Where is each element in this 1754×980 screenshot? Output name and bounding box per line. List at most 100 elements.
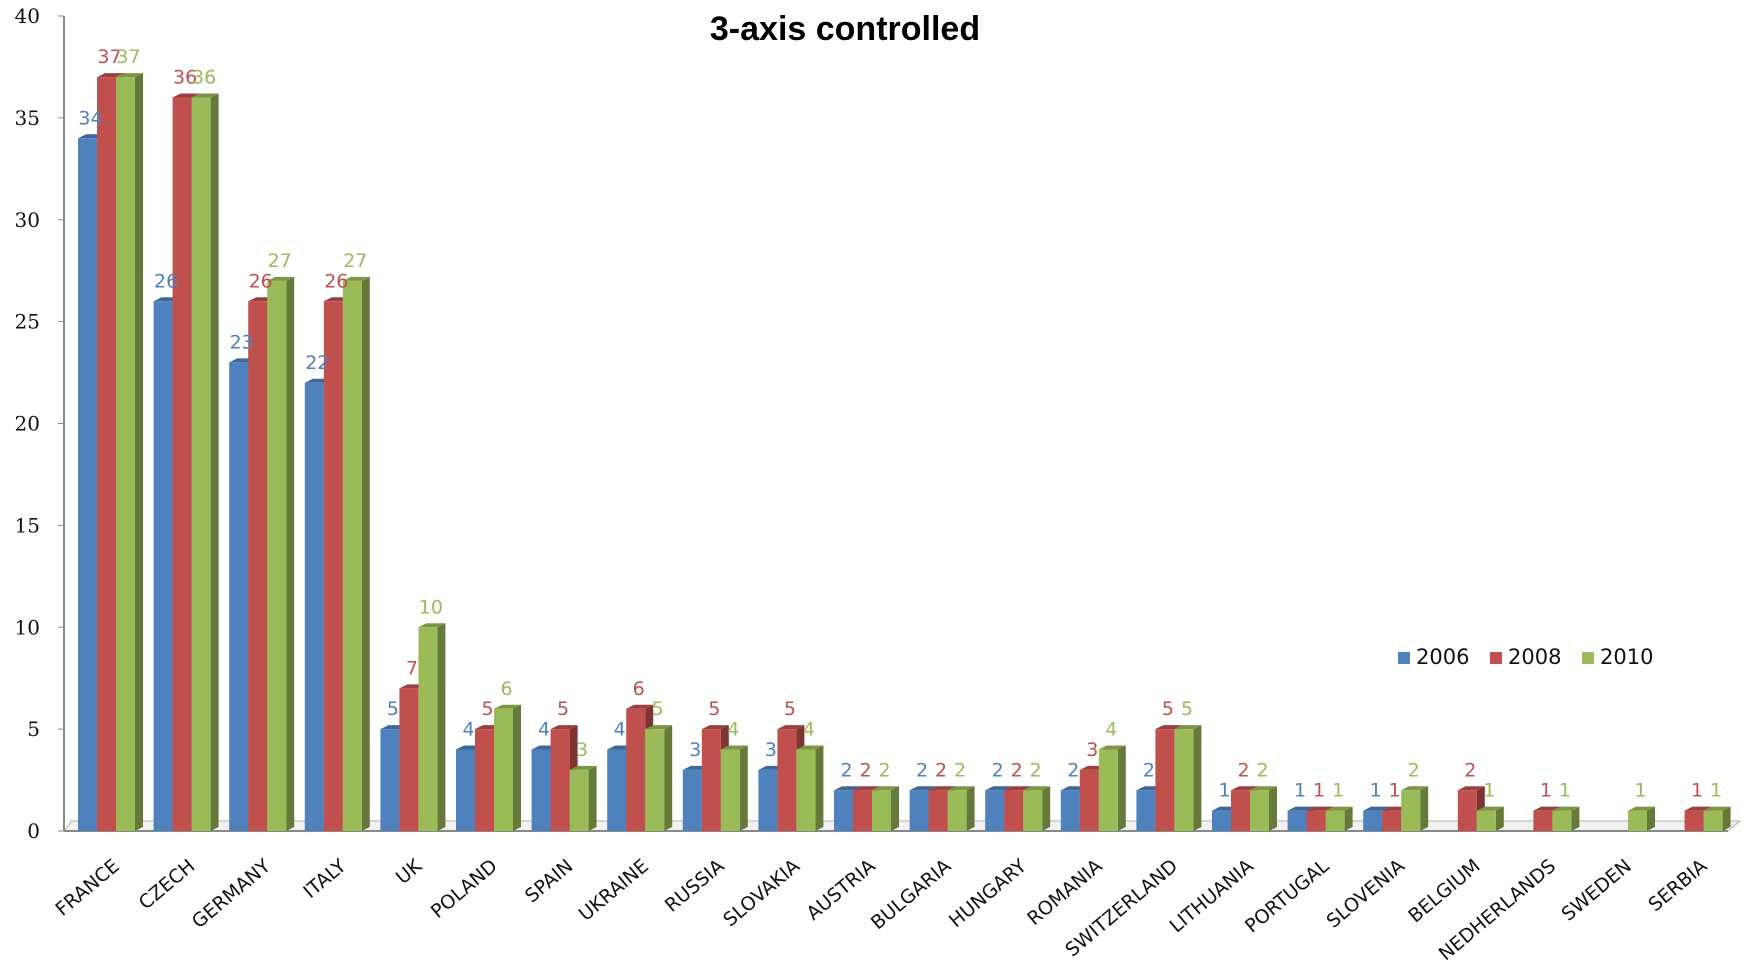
bar-top-2010 — [796, 745, 824, 750]
bar-2010-czech — [191, 97, 211, 831]
data-label-2010: 5 — [1181, 698, 1193, 720]
data-label-2008: 3 — [1086, 739, 1098, 761]
bar-2008-poland — [475, 729, 494, 831]
data-label-2008: 1 — [1540, 780, 1552, 802]
bar-top-2006 — [834, 786, 861, 791]
bar-2006-germany — [229, 362, 249, 831]
bar-top-2010 — [418, 623, 446, 628]
bar-2006-portugal — [1287, 810, 1307, 831]
bar-top-2006 — [1287, 806, 1315, 811]
bar-2008-switzerland — [1155, 729, 1175, 831]
legend-label-2008: 2008 — [1508, 645, 1561, 669]
legend-swatch-2006 — [1398, 652, 1410, 664]
bar-2006-italy — [304, 382, 324, 831]
bar-2008-ukraine — [626, 708, 646, 831]
data-label-2006: 2 — [1143, 759, 1155, 781]
bar-2010-poland — [494, 708, 513, 831]
bar-top-2008 — [1306, 806, 1334, 811]
bar-top-2008 — [1533, 806, 1561, 811]
bar-side-2010 — [286, 276, 295, 831]
data-label-2010: 4 — [727, 719, 739, 741]
y-tick-label: 30 — [15, 208, 40, 232]
x-tick-label-france: FRANCE — [51, 855, 123, 921]
bar-2006-ukraine — [607, 749, 627, 831]
data-label-2010: 6 — [500, 678, 512, 700]
bar-2008-slovakia — [777, 729, 797, 831]
bar-side-2010 — [1420, 786, 1429, 831]
data-label-2010: 2 — [954, 759, 966, 781]
data-label-2008: 37 — [97, 46, 121, 68]
data-label-2010: 2 — [1408, 759, 1420, 781]
data-label-2010: 1 — [1483, 780, 1495, 802]
bar-top-2010 — [267, 276, 295, 281]
data-label-2008: 2 — [1011, 759, 1023, 781]
data-label-2008: 5 — [784, 698, 796, 720]
bar-2008-germany — [248, 301, 268, 831]
bar-top-2006 — [1363, 806, 1391, 811]
data-label-2006: 2 — [992, 759, 1004, 781]
bar-side-2010 — [588, 765, 597, 831]
bar-2008-hungary — [1004, 790, 1024, 831]
data-label-2010: 2 — [1256, 759, 1268, 781]
data-label-2006: 26 — [154, 270, 178, 292]
bar-2008-romania — [1079, 769, 1099, 831]
data-label-2008: 7 — [406, 657, 418, 679]
x-tick-label-austria: AUSTRIA — [802, 855, 879, 925]
data-label-2006: 22 — [305, 352, 329, 374]
x-tick-label-slovenia: SLOVENIA — [1322, 855, 1408, 933]
bar-side-2010 — [513, 704, 521, 831]
bar-side-2010 — [1042, 786, 1051, 831]
data-label-2008: 5 — [1162, 698, 1174, 720]
data-label-2008: 1 — [1691, 780, 1703, 802]
x-tick-label-spain: SPAIN — [521, 855, 577, 907]
x-tick-label-serbia: SERBIA — [1644, 855, 1711, 916]
bar-2008-austria — [853, 790, 872, 831]
data-label-2008: 2 — [935, 759, 947, 781]
bar-side-2010 — [966, 786, 975, 831]
data-label-2010: 2 — [878, 759, 890, 781]
bar-2008-bulgaria — [928, 790, 948, 831]
bar-2006-czech — [153, 301, 173, 831]
bar-2006-lithuania — [1212, 810, 1231, 831]
bar-top-2010 — [1098, 745, 1126, 750]
bar-top-2010 — [872, 786, 899, 791]
data-label-2008: 1 — [1389, 780, 1401, 802]
bar-top-2008 — [1231, 786, 1258, 791]
data-label-2006: 2 — [916, 759, 928, 781]
x-tick-label-italy: ITALY — [299, 855, 351, 903]
bar-top-2008 — [1155, 725, 1183, 730]
bar-2010-russia — [720, 749, 740, 831]
data-label-2006: 23 — [230, 331, 254, 353]
x-tick-label-ukraine: UKRAINE — [575, 855, 653, 926]
x-tick-label-slovakia: SLOVAKIA — [719, 855, 804, 931]
data-label-2008: 36 — [173, 67, 197, 89]
bar-2010-portugal — [1325, 810, 1345, 831]
y-tick-label: 20 — [15, 412, 40, 436]
bar-2010-nedherlands — [1552, 810, 1572, 831]
bar-2008-lithuania — [1231, 790, 1250, 831]
data-label-2008: 2 — [1464, 759, 1476, 781]
bar-side-2010 — [1571, 806, 1580, 831]
bar-top-2010 — [1703, 806, 1731, 811]
bar-2010-romania — [1098, 749, 1118, 831]
legend-swatch-2008 — [1490, 652, 1502, 664]
data-label-2006: 5 — [387, 698, 399, 720]
bar-top-2010 — [1325, 806, 1353, 811]
x-tick-label-hungary: HUNGARY — [945, 855, 1031, 932]
bar-2010-spain — [569, 769, 589, 831]
bar-2006-france — [78, 138, 97, 831]
bar-2008-nedherlands — [1533, 810, 1553, 831]
bar-top-2008 — [928, 786, 956, 791]
bar-2006-uk — [380, 729, 400, 831]
chart-title: 3-axis controlled — [710, 10, 980, 48]
bar-top-2010 — [1476, 806, 1504, 811]
data-label-2010: 1 — [1634, 780, 1646, 802]
bar-2008-russia — [701, 729, 721, 831]
bar-2010-ukraine — [645, 729, 665, 831]
bar-top-2010 — [494, 704, 521, 709]
bar-2010-bulgaria — [947, 790, 967, 831]
data-label-2008: 5 — [481, 698, 493, 720]
bar-2010-belgium — [1476, 810, 1496, 831]
data-label-2010: 36 — [192, 67, 216, 89]
data-label-2010: 5 — [652, 698, 664, 720]
